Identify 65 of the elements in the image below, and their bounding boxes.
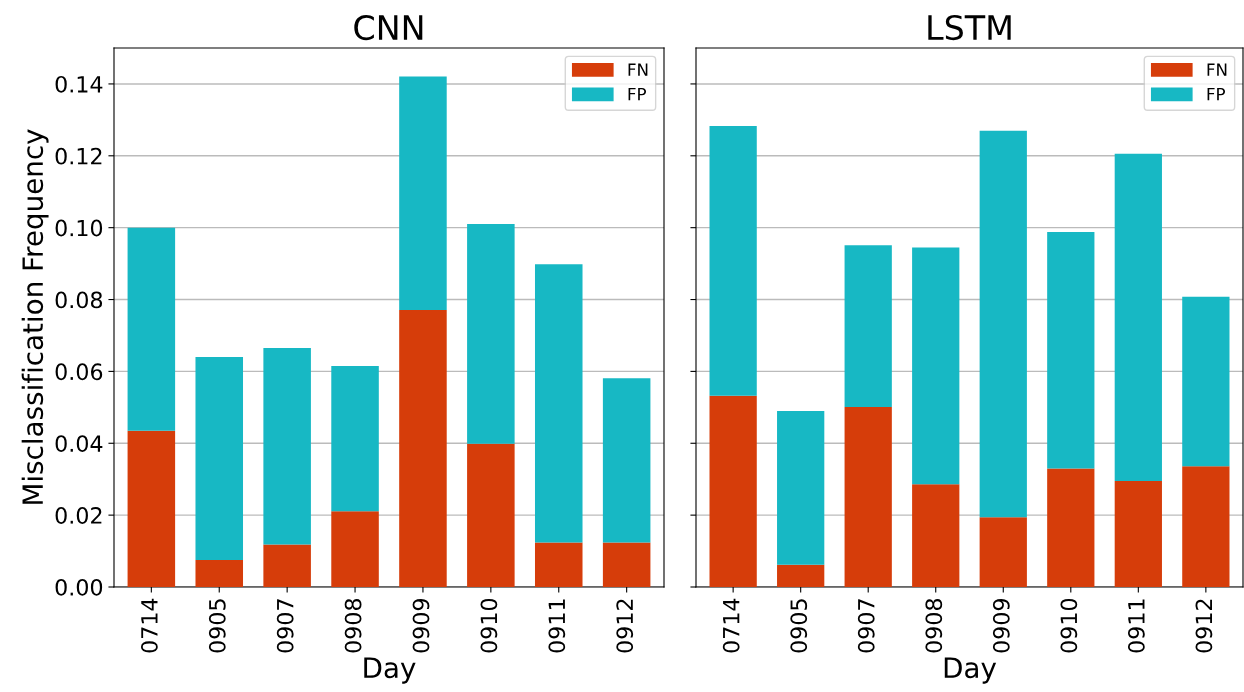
bar <box>912 484 960 587</box>
legend-label: FP <box>1207 87 1226 101</box>
y-tick-label: 0.04 <box>55 435 103 453</box>
x-tick-label: 0714 <box>140 598 158 653</box>
bar <box>534 542 583 587</box>
y-tick-label: 0.14 <box>55 75 103 93</box>
x-tick-label: 0911 <box>548 599 566 653</box>
bar <box>777 410 825 565</box>
bar <box>844 406 892 587</box>
bar <box>1047 231 1095 469</box>
y-tick-label: 0.08 <box>55 291 103 309</box>
bar <box>602 378 651 543</box>
bar <box>1182 466 1230 587</box>
chart-title: LSTM <box>928 14 1011 41</box>
bar <box>399 76 447 310</box>
bar <box>127 430 176 587</box>
x-tick-label: 0907 <box>276 599 294 653</box>
y-tick-label: 0.00 <box>55 578 103 596</box>
bar <box>1114 153 1162 481</box>
x-tick-label: 0905 <box>790 599 808 653</box>
bar <box>331 511 379 587</box>
bar <box>195 357 244 561</box>
x-tick-label: 0908 <box>344 598 362 653</box>
chart-title: CNN <box>354 14 423 41</box>
x-tick-label: 0910 <box>480 598 498 653</box>
y-tick-label: 0.06 <box>55 363 103 381</box>
bar <box>979 130 1027 518</box>
x-tick-label: 0714 <box>722 598 740 653</box>
y-tick-label: 0.02 <box>55 507 102 524</box>
legend-label: FP <box>628 87 647 101</box>
x-tick-label: 0905 <box>208 599 226 653</box>
x-tick-label: 0909 <box>412 598 430 653</box>
bar <box>1182 296 1230 467</box>
bar <box>195 560 244 587</box>
bar <box>399 309 447 587</box>
bar <box>1047 468 1095 587</box>
bar <box>777 564 825 587</box>
bar <box>467 224 515 444</box>
x-tick-label: 0907 <box>857 599 875 653</box>
x-tick-label: 0911 <box>1127 599 1145 653</box>
x-tick-label: 0912 <box>1195 599 1213 653</box>
bar <box>534 264 583 543</box>
bar <box>709 125 757 396</box>
bar <box>263 544 311 587</box>
bar <box>979 517 1027 587</box>
legend-label: FN <box>628 63 648 76</box>
x-tick-label: 0912 <box>616 599 634 653</box>
x-tick-label: 0908 <box>925 598 943 653</box>
bar <box>331 366 379 512</box>
bar <box>1114 481 1162 587</box>
y-tick-label: 0.12 <box>55 147 102 165</box>
y-tick-label: 0.10 <box>55 219 103 237</box>
x-tick-label: 0910 <box>1060 598 1078 653</box>
bar <box>127 227 176 431</box>
x-axis-title: Day <box>944 657 997 684</box>
x-axis-title: Day <box>364 657 416 684</box>
x-tick-label: 0909 <box>992 598 1010 653</box>
bar <box>602 542 651 587</box>
bar <box>263 348 311 545</box>
bar <box>844 245 892 407</box>
legend-label: FN <box>1207 63 1227 76</box>
bar <box>912 247 960 485</box>
bar <box>467 443 515 587</box>
bar <box>709 395 757 587</box>
y-axis-title: Misclassification Frequency <box>21 129 49 504</box>
